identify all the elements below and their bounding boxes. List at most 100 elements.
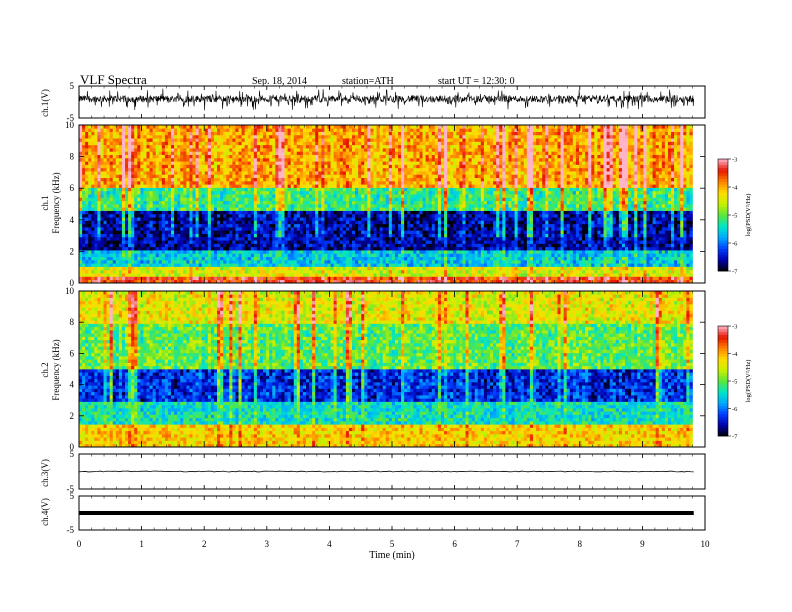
spectrogram-cell bbox=[201, 233, 206, 238]
spectrogram-cell bbox=[526, 276, 531, 281]
spectrogram-cell bbox=[474, 223, 479, 228]
spectrogram-cell bbox=[450, 213, 454, 218]
spectrogram-cell bbox=[542, 217, 546, 221]
spectrogram-cell bbox=[637, 253, 641, 258]
spectrogram-cell bbox=[97, 223, 101, 228]
spectrogram-cell bbox=[572, 276, 577, 281]
spectrogram-cell bbox=[529, 269, 534, 274]
spectrogram-cell bbox=[348, 210, 353, 215]
spectrogram-cell bbox=[204, 236, 209, 241]
spectrogram-cell bbox=[575, 259, 580, 264]
spectrogram-cell bbox=[94, 256, 98, 261]
spectrogram-cell bbox=[600, 246, 604, 251]
spectrogram-cell bbox=[652, 279, 657, 284]
spectrogram-cell bbox=[643, 243, 647, 248]
spectrogram-cell bbox=[440, 240, 445, 244]
spectrogram-cell bbox=[379, 217, 384, 221]
spectrogram-cell bbox=[447, 230, 451, 234]
spectrogram-cell bbox=[152, 273, 157, 277]
spectrogram-cell bbox=[536, 256, 540, 261]
spectrogram-cell bbox=[456, 217, 460, 221]
spectrogram-cell bbox=[474, 246, 479, 251]
spectrogram-cell bbox=[631, 266, 635, 271]
spectrogram-cell bbox=[287, 246, 291, 251]
spectrogram-cell bbox=[213, 250, 218, 254]
spectrogram-cell bbox=[226, 227, 230, 231]
spectrogram-cell bbox=[94, 230, 98, 234]
spectrogram-cell bbox=[560, 279, 564, 284]
spectrogram-cell bbox=[655, 217, 660, 221]
spectrogram-cell bbox=[671, 236, 675, 241]
spectrogram-cell bbox=[539, 269, 543, 274]
spectrogram-cell bbox=[401, 269, 405, 274]
spectrogram-cell bbox=[171, 227, 175, 231]
spectrogram-cell bbox=[480, 246, 485, 251]
spectrogram-cell bbox=[520, 240, 525, 244]
spectrogram-cell bbox=[493, 273, 497, 277]
spectrogram-cell bbox=[649, 210, 653, 215]
spectrogram-cell bbox=[250, 236, 255, 241]
spectrogram-cell bbox=[474, 253, 479, 258]
spectrogram-cell bbox=[428, 236, 433, 241]
spectrogram-cell bbox=[523, 259, 528, 264]
spectrogram-cell bbox=[348, 230, 353, 234]
spectrogram-cell bbox=[637, 259, 641, 264]
spectrogram-cell bbox=[376, 276, 380, 281]
spectrogram-cell bbox=[302, 220, 307, 225]
spectrogram-cell bbox=[229, 253, 233, 258]
spectrogram-cell bbox=[186, 276, 190, 281]
spectrogram-cell bbox=[201, 279, 206, 284]
spectrogram-cell bbox=[545, 223, 549, 228]
spectrogram-cell bbox=[655, 207, 660, 211]
spectrogram-cell bbox=[582, 253, 586, 258]
spectrogram-cell bbox=[226, 266, 230, 271]
spectrogram-cell bbox=[557, 243, 561, 248]
spectrogram-cell bbox=[290, 253, 295, 258]
spectrogram-cell bbox=[223, 210, 227, 215]
spectrogram-cell bbox=[293, 213, 298, 218]
spectrogram-cell bbox=[410, 250, 414, 254]
spectrogram-cell bbox=[407, 263, 411, 267]
spectrogram-cell bbox=[82, 227, 86, 231]
spectrogram-cell bbox=[269, 253, 273, 258]
spectrogram-cell bbox=[112, 253, 117, 258]
spectrogram-cell bbox=[674, 227, 678, 231]
spectrogram-cell bbox=[183, 223, 187, 228]
spectrogram-cell bbox=[305, 250, 310, 254]
spectrogram-cell bbox=[508, 243, 512, 248]
spectrogram-cell bbox=[88, 207, 92, 211]
spectrogram-cell bbox=[652, 233, 657, 238]
spectrogram-cell bbox=[591, 256, 595, 261]
spectrogram-cell bbox=[606, 250, 611, 254]
spectrogram-cell bbox=[275, 243, 279, 248]
spectrogram-cell bbox=[106, 256, 111, 261]
spectrogram-cell bbox=[241, 210, 245, 215]
spectrogram-cell bbox=[649, 233, 653, 238]
spectrogram-cell bbox=[431, 269, 436, 274]
spectrogram-cell bbox=[517, 233, 522, 238]
spectrogram-cell bbox=[499, 207, 503, 211]
spectrogram-cell bbox=[410, 217, 414, 221]
spectrogram-cell bbox=[453, 213, 457, 218]
spectrogram-cell bbox=[551, 210, 555, 215]
spectrogram-cell bbox=[269, 217, 273, 221]
spectrogram-cell bbox=[128, 279, 132, 284]
spectrogram-cell bbox=[674, 250, 678, 254]
spectrogram-cell bbox=[186, 236, 190, 241]
spectrogram-cell bbox=[164, 246, 169, 251]
spectrogram-cell bbox=[109, 246, 114, 251]
spectrogram-cell bbox=[480, 230, 485, 234]
spectrogram-cell bbox=[434, 266, 439, 271]
spectrogram-cell bbox=[330, 243, 334, 248]
spectrogram-cell bbox=[664, 250, 669, 254]
spectrogram-cell bbox=[195, 207, 199, 211]
spectrogram-cell bbox=[269, 220, 273, 225]
spectrogram-cell bbox=[352, 223, 356, 228]
spectrogram-cell bbox=[174, 236, 178, 241]
spectrogram-cell bbox=[413, 204, 417, 208]
spectrogram-cell bbox=[352, 273, 356, 277]
spectrogram-cell bbox=[312, 204, 316, 208]
spectrogram-cell bbox=[483, 259, 488, 264]
spectrogram-cell bbox=[318, 227, 322, 231]
